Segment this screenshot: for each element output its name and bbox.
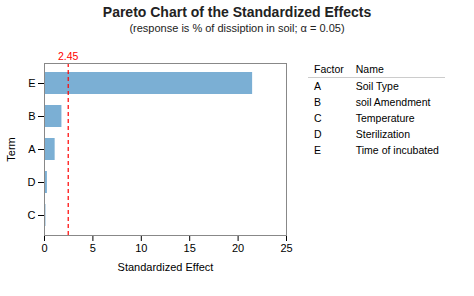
html-text:(response is % of dissiption i: (response is % of dissiption in soil; α … [129,22,345,34]
svg-text:Standardized Effect: Standardized Effect [118,261,214,273]
svg-text:C: C [28,209,36,221]
html-text:D: D [314,128,322,140]
html-text:C: C [314,112,322,124]
html-text:B: B [314,96,321,108]
svg-text:D: D [28,176,36,188]
svg-text:5: 5 [90,242,96,254]
html-text:Name: Name [355,63,384,75]
svg-text:E: E [28,77,35,89]
html-text:Temperature: Temperature [355,112,415,124]
html-text:Sterilization: Sterilization [355,128,410,140]
svg-text:10: 10 [135,242,147,254]
svg-text:15: 15 [184,242,196,254]
html-text:Soil Type: Soil Type [355,80,399,92]
html-text:E: E [314,144,321,156]
html-text:soil Amendment: soil Amendment [355,96,431,108]
svg-text:20: 20 [232,242,244,254]
svg-text:A: A [28,143,36,155]
html-text:Factor: Factor [314,63,344,75]
html-text:A: A [314,80,321,92]
html-text:Pareto Chart of the Standardiz: Pareto Chart of the Standardized Effects [102,4,372,20]
svg-text:Term: Term [5,137,17,161]
html-text:Time of incubated: Time of incubated [355,144,439,156]
svg-text:25: 25 [280,242,292,254]
svg-text:0: 0 [41,242,47,254]
svg-text:B: B [28,110,35,122]
svg-text:2.45: 2.45 [58,50,79,62]
